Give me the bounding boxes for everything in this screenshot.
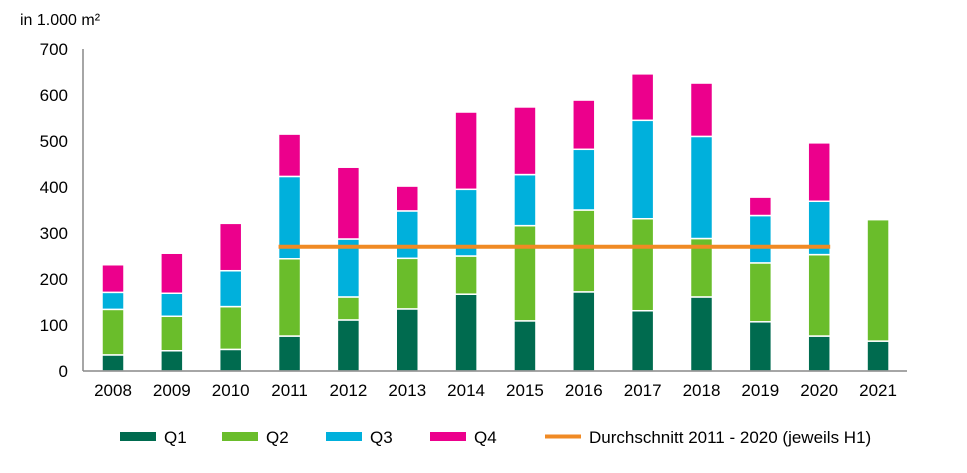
bar-segment-q4-2010: [218, 222, 243, 272]
bar-segment-q4-2014: [454, 111, 478, 191]
bar-segment-q2-2009: [160, 315, 184, 352]
bar-segment-q4-2013: [395, 185, 419, 212]
x-tick-label: 2018: [683, 381, 721, 400]
y-tick-label: 400: [40, 178, 68, 197]
x-tick-label: 2014: [447, 381, 485, 400]
y-tick-label: 100: [40, 316, 68, 335]
legend-label-q4: Q4: [474, 428, 497, 447]
y-tick-label: 600: [40, 86, 68, 105]
bar-segment-q4-2012: [336, 166, 361, 240]
bar-segment-q3-2019: [748, 214, 773, 264]
legend-swatch-q3: [326, 432, 362, 441]
bar-segment-q2-2015: [513, 224, 537, 322]
bar-segment-q4-2020: [807, 142, 831, 203]
y-tick-label: 200: [40, 270, 68, 289]
bar-segment-q3-2015: [513, 173, 537, 227]
bar-segment-q4-2016: [572, 99, 596, 151]
legend: Q1 Q2 Q3 Q4 Durchschnitt 2011 - 2020 (jeweil…: [120, 428, 871, 447]
bar-segment-q2-2021: [866, 218, 890, 342]
bar-segment-q2-2014: [454, 255, 478, 295]
bar-segment-q1-2015: [513, 320, 537, 372]
x-tick-label: 2016: [565, 381, 603, 400]
bar-segment-q1-2021: [866, 340, 890, 372]
bar-segment-q4-2015: [513, 106, 537, 176]
bar-segment-q1-2020: [807, 335, 831, 372]
x-tick-label: 2009: [153, 381, 191, 400]
bar-segment-q1-2014: [454, 293, 478, 372]
bar-segment-q4-2019: [748, 196, 773, 217]
bar-segment-q3-2009: [160, 292, 184, 318]
legend-swatch-q4: [430, 432, 466, 441]
x-tick-label: 2015: [506, 381, 544, 400]
x-tick-label: 2013: [388, 381, 426, 400]
bar-segment-q2-2020: [807, 253, 831, 337]
y-tick-label: 0: [59, 362, 68, 381]
bar-segment-q2-2013: [395, 257, 419, 310]
bar-segment-q2-2012: [336, 296, 361, 321]
bar-segment-q3-2016: [572, 148, 596, 211]
y-axis-label: in 1.000 m²: [20, 12, 101, 29]
bar-segment-q2-2019: [748, 262, 773, 323]
bar-segment-q3-2010: [218, 269, 243, 308]
bar-segment-q1-2019: [748, 321, 773, 372]
bar-segment-q2-2011: [277, 258, 302, 337]
bar-segment-q2-2010: [218, 305, 243, 351]
bar-segment-q4-2018: [689, 82, 714, 138]
y-tick-label: 300: [40, 224, 68, 243]
x-tick-label: 2017: [624, 381, 662, 400]
bar-segment-q4-2017: [630, 73, 655, 122]
legend-label-q1: Q1: [164, 428, 187, 447]
x-tick-label: 2010: [212, 381, 250, 400]
bar-segment-q2-2017: [630, 217, 655, 312]
legend-swatch-q1: [120, 432, 156, 441]
x-tick-label: 2012: [329, 381, 367, 400]
bar-segment-q1-2012: [336, 319, 361, 372]
bar-segment-q3-2013: [395, 210, 419, 260]
bar-segment-q4-2011: [277, 133, 302, 178]
bar-segment-q3-2017: [630, 119, 655, 220]
bar-segment-q1-2016: [572, 291, 596, 372]
legend-swatch-q2: [222, 432, 258, 441]
bar-segment-q1-2008: [101, 354, 125, 372]
bar-segment-q1-2011: [277, 335, 302, 372]
bar-segment-q1-2018: [689, 296, 714, 372]
bar-segment-q1-2009: [160, 350, 184, 372]
bar-segment-q2-2016: [572, 209, 596, 293]
bar-segment-q1-2013: [395, 308, 419, 372]
bar-segment-q2-2008: [101, 308, 125, 356]
x-tick-label: 2008: [94, 381, 132, 400]
x-tick-label: 2020: [800, 381, 838, 400]
legend-label-q3: Q3: [370, 428, 393, 447]
x-tick-label: 2021: [859, 381, 897, 400]
x-tick-label: 2019: [741, 381, 779, 400]
bar-segment-q1-2010: [218, 348, 243, 372]
bar-segment-q4-2008: [101, 263, 125, 294]
y-tick-label: 500: [40, 132, 68, 151]
x-tick-label: 2011: [271, 381, 308, 400]
bar-segment-q3-2018: [689, 135, 714, 240]
bar-segment-q4-2009: [160, 252, 184, 295]
bar-segment-q1-2017: [630, 309, 655, 372]
legend-label-q2: Q2: [266, 428, 289, 447]
legend-label-average: Durchschnitt 2011 - 2020 (jeweils H1): [589, 428, 871, 447]
y-tick-label: 700: [40, 40, 68, 59]
bar-segment-q3-2008: [101, 291, 125, 311]
